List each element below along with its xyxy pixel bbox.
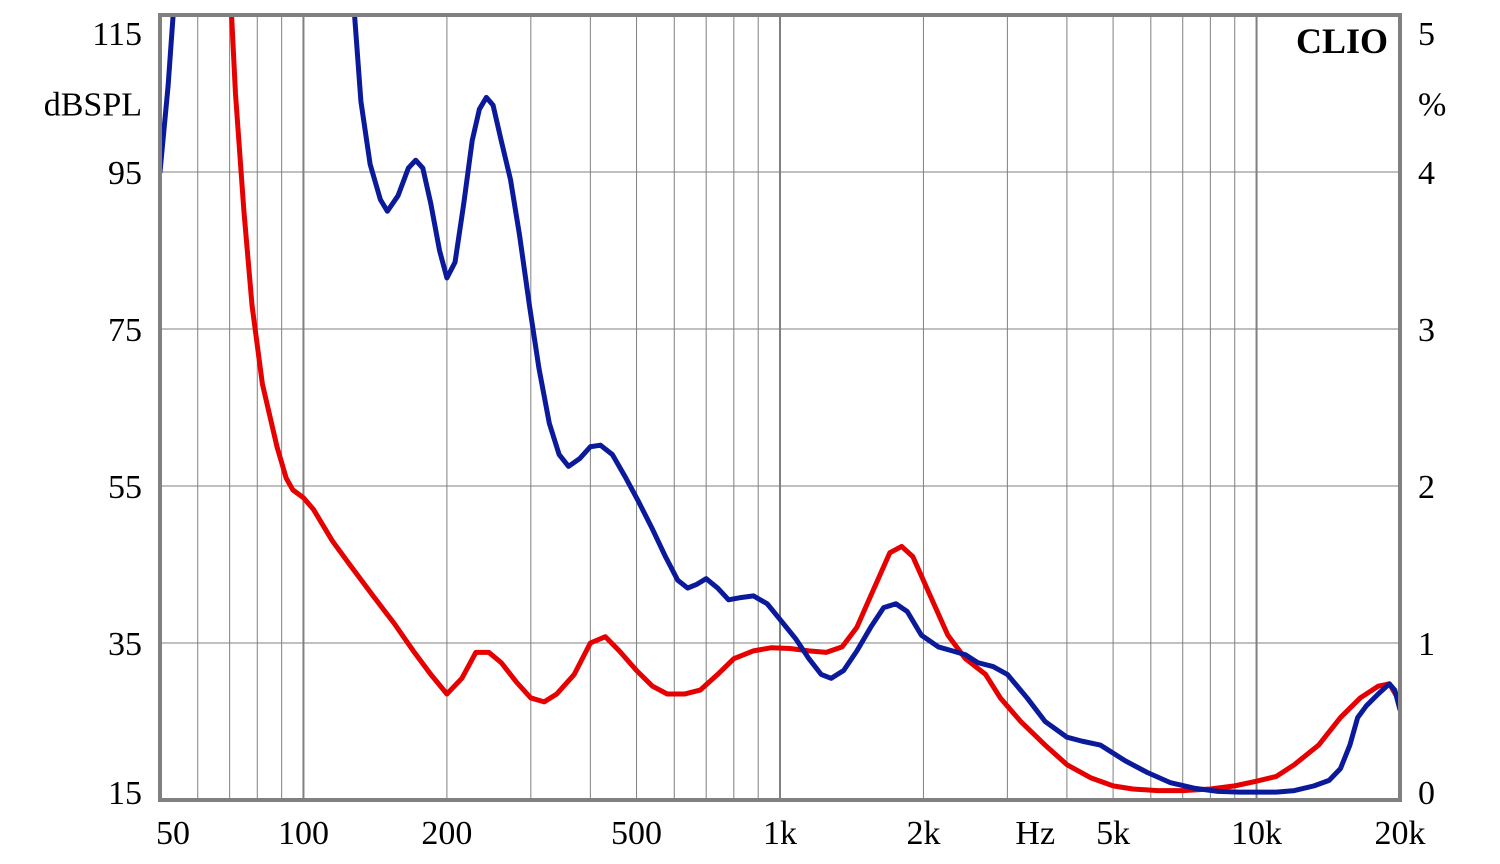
y-right-tick-label: 3 <box>1418 312 1435 349</box>
chart-svg: 501002005001k2kHz5k10k20k1535557595115dB… <box>0 0 1500 864</box>
y-right-tick-label: 0 <box>1418 775 1435 812</box>
x-tick-label: 500 <box>611 815 662 852</box>
y-left-tick-label: 95 <box>108 155 142 192</box>
x-tick-label: 50 <box>156 815 190 852</box>
y-right-tick-label: 1 <box>1418 626 1435 663</box>
x-tick-label: 200 <box>421 815 472 852</box>
y-left-tick-label: 15 <box>108 775 142 812</box>
y-right-axis-label: % <box>1418 87 1446 124</box>
clio-frequency-response-chart: { "canvas": { "width": 1500, "height": 8… <box>0 0 1500 864</box>
y-right-tick-label: 2 <box>1418 469 1435 506</box>
x-tick-label: 100 <box>278 815 329 852</box>
y-left-tick-label: 115 <box>92 16 142 53</box>
x-tick-label: 1k <box>763 815 797 852</box>
x-axis-unit-label: Hz <box>1015 815 1055 852</box>
chart-bg <box>0 0 1500 864</box>
y-left-tick-label: 55 <box>108 469 142 506</box>
y-left-tick-label: 35 <box>108 626 142 663</box>
y-left-tick-label: 75 <box>108 312 142 349</box>
y-left-axis-label: dBSPL <box>44 87 142 124</box>
y-right-tick-label: 4 <box>1418 155 1435 192</box>
x-tick-label: 2k <box>906 815 940 852</box>
x-tick-label: 10k <box>1231 815 1282 852</box>
y-right-tick-label: 5 <box>1418 16 1435 53</box>
brand-label: CLIO <box>1296 21 1388 61</box>
x-tick-label: 20k <box>1375 815 1426 852</box>
x-tick-label: 5k <box>1096 815 1130 852</box>
